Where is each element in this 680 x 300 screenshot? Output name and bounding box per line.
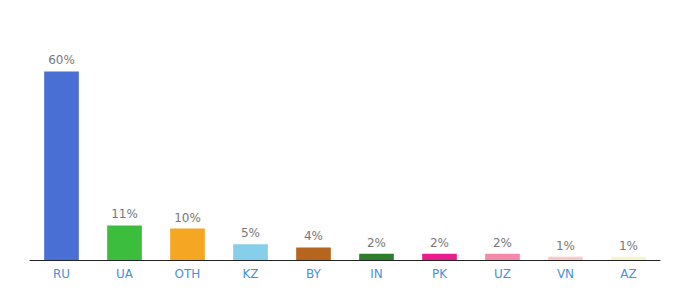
svg-text:AZ: AZ <box>620 267 636 281</box>
svg-text:2%: 2% <box>493 236 512 250</box>
svg-text:11%: 11% <box>111 207 138 221</box>
svg-text:10%: 10% <box>174 211 201 225</box>
svg-text:2%: 2% <box>430 236 449 250</box>
svg-text:4%: 4% <box>304 229 323 243</box>
svg-text:VN: VN <box>557 267 574 281</box>
svg-text:BY: BY <box>306 267 322 281</box>
svg-text:KZ: KZ <box>242 267 258 281</box>
svg-text:IN: IN <box>370 267 383 281</box>
svg-text:OTH: OTH <box>175 267 201 281</box>
svg-text:2%: 2% <box>367 236 386 250</box>
svg-text:PK: PK <box>432 267 448 281</box>
svg-text:1%: 1% <box>619 239 638 253</box>
svg-text:1%: 1% <box>556 239 575 253</box>
svg-text:60%: 60% <box>48 53 75 67</box>
svg-text:5%: 5% <box>241 226 260 240</box>
svg-text:UZ: UZ <box>494 267 511 281</box>
svg-text:RU: RU <box>53 267 70 281</box>
svg-text:UA: UA <box>116 267 134 281</box>
